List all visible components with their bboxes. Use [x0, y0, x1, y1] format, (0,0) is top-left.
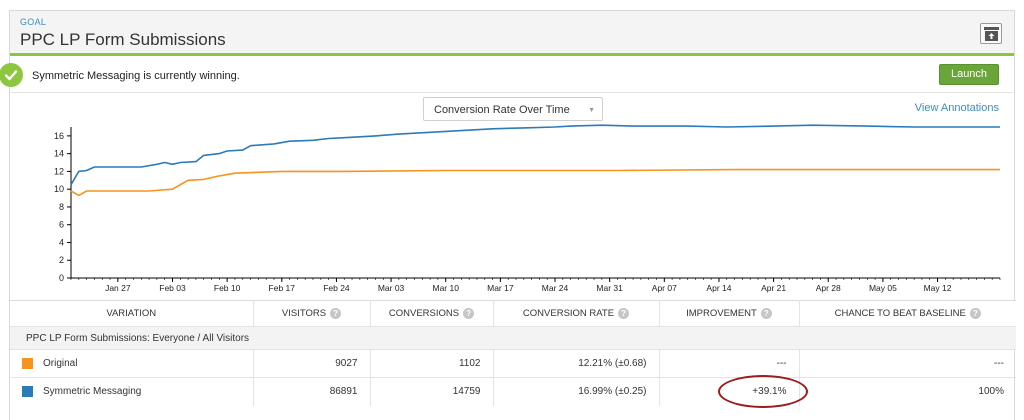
- x-tick-label: Feb 03: [159, 283, 186, 293]
- x-tick-label: Mar 31: [596, 283, 623, 293]
- visitors-cell: 86891: [253, 377, 371, 406]
- y-tick-label: 6: [59, 220, 64, 230]
- y-tick-label: 12: [54, 166, 64, 176]
- help-icon[interactable]: ?: [760, 307, 772, 319]
- winner-message: Symmetric Messaging is currently winning…: [32, 70, 240, 82]
- header-improvement: IMPROVEMENT?: [659, 300, 800, 327]
- x-tick-label: Feb 17: [269, 283, 296, 293]
- y-tick-label: 10: [54, 184, 64, 194]
- goal-title: PPC LP Form Submissions: [20, 30, 226, 49]
- variation-cell: Original: [10, 349, 254, 378]
- x-tick-label: Mar 10: [432, 283, 459, 293]
- x-tick-label: May 05: [869, 283, 897, 293]
- x-tick-label: Mar 17: [487, 283, 514, 293]
- y-axis: 0 2 4 6 8 10 12 14 16: [54, 127, 72, 283]
- table-header-row: VARIATION VISITORS? CONVERSIONS? CONVERS…: [10, 300, 1016, 327]
- segment-label: PPC LP Form Submissions: Everyone / All …: [10, 326, 1016, 350]
- table-row: Symmetric Messaging 86891 14759 16.99% (…: [10, 377, 1016, 406]
- help-icon[interactable]: ?: [330, 307, 342, 319]
- variation-cell: Symmetric Messaging: [10, 377, 254, 406]
- improvement-highlight-circle: [718, 375, 808, 408]
- help-icon[interactable]: ?: [618, 307, 630, 319]
- goal-panel: GOAL PPC LP Form Submissions Symmetric M…: [0, 10, 1016, 420]
- x-tick-label: Feb 24: [323, 283, 350, 293]
- series-line-symmetric-messaging: [70, 124, 1000, 186]
- segment-row: PPC LP Form Submissions: Everyone / All …: [10, 326, 1016, 350]
- table-row: Original 9027 1102 12.21% (±0.68) --- --…: [10, 349, 1016, 378]
- view-annotations-link[interactable]: View Annotations: [914, 102, 999, 114]
- goal-header: GOAL PPC LP Form Submissions: [10, 11, 1014, 56]
- x-tick-label: Apr 07: [652, 283, 677, 293]
- results-table: VARIATION VISITORS? CONVERSIONS? CONVERS…: [10, 300, 1016, 406]
- help-icon[interactable]: ?: [969, 307, 981, 319]
- header-visitors: VISITORS?: [253, 300, 371, 327]
- winner-bar: Symmetric Messaging is currently winning…: [0, 59, 1014, 93]
- x-tick-label: Apr 21: [761, 283, 786, 293]
- chance-cell: ---: [799, 349, 1016, 378]
- header-conversions: CONVERSIONS?: [370, 300, 494, 327]
- chart-view-selected: Conversion Rate Over Time: [434, 104, 570, 116]
- improvement-cell: ---: [659, 349, 800, 378]
- y-tick-label: 14: [54, 149, 64, 159]
- archive-icon: [984, 27, 999, 41]
- visitors-cell: 9027: [253, 349, 371, 378]
- y-tick-label: 2: [59, 255, 64, 265]
- symmetric-swatch: [22, 386, 33, 398]
- x-tick-label: Apr 14: [706, 283, 731, 293]
- y-tick-label: 8: [59, 202, 64, 212]
- x-tick-label: Mar 24: [542, 283, 569, 293]
- launch-button[interactable]: Launch: [939, 64, 999, 85]
- header-conversion-rate: CONVERSION RATE?: [493, 300, 660, 327]
- y-tick-label: 0: [59, 273, 64, 283]
- chance-cell: 100%: [799, 377, 1016, 406]
- variation-name: Original: [43, 357, 78, 369]
- chart-view-select[interactable]: Conversion Rate Over Time ▼: [423, 97, 603, 121]
- conversions-cell: 1102: [370, 349, 494, 378]
- x-tick-label: Apr 28: [816, 283, 841, 293]
- y-tick-label: 16: [54, 131, 64, 141]
- goal-label: GOAL: [20, 17, 47, 27]
- check-circle-icon: [0, 63, 23, 87]
- x-tick-label: Jan 27: [105, 283, 131, 293]
- x-tick-label: Feb 10: [214, 283, 241, 293]
- header-chance: CHANCE TO BEAT BASELINE?: [799, 300, 1016, 327]
- x-tick-label: Mar 03: [378, 283, 405, 293]
- goal-menu-button[interactable]: [980, 23, 1002, 44]
- x-axis: Jan 27 Feb 03 Feb 10 Feb 17 Feb 24 Mar 03 Mar …: [70, 277, 1001, 293]
- series-line-original: [70, 168, 1000, 197]
- conversions-cell: 14759: [370, 377, 494, 406]
- variation-name: Symmetric Messaging: [43, 386, 142, 398]
- y-tick-label: 4: [59, 237, 64, 247]
- help-icon[interactable]: ?: [463, 307, 475, 319]
- series-layer: [70, 124, 1000, 197]
- original-swatch: [22, 357, 33, 369]
- x-tick-label: May 12: [924, 283, 952, 293]
- header-variation: VARIATION: [10, 300, 254, 327]
- conversion-rate-chart: 0 2 4 6 8 10 12 14 16 Jan 27 Feb 03 Feb 10 Feb 17 Fe…: [54, 124, 1001, 293]
- conversion-rate-cell: 16.99% (±0.25): [493, 377, 660, 406]
- caret-down-icon: ▼: [588, 107, 595, 114]
- conversion-rate-cell: 12.21% (±0.68): [493, 349, 660, 378]
